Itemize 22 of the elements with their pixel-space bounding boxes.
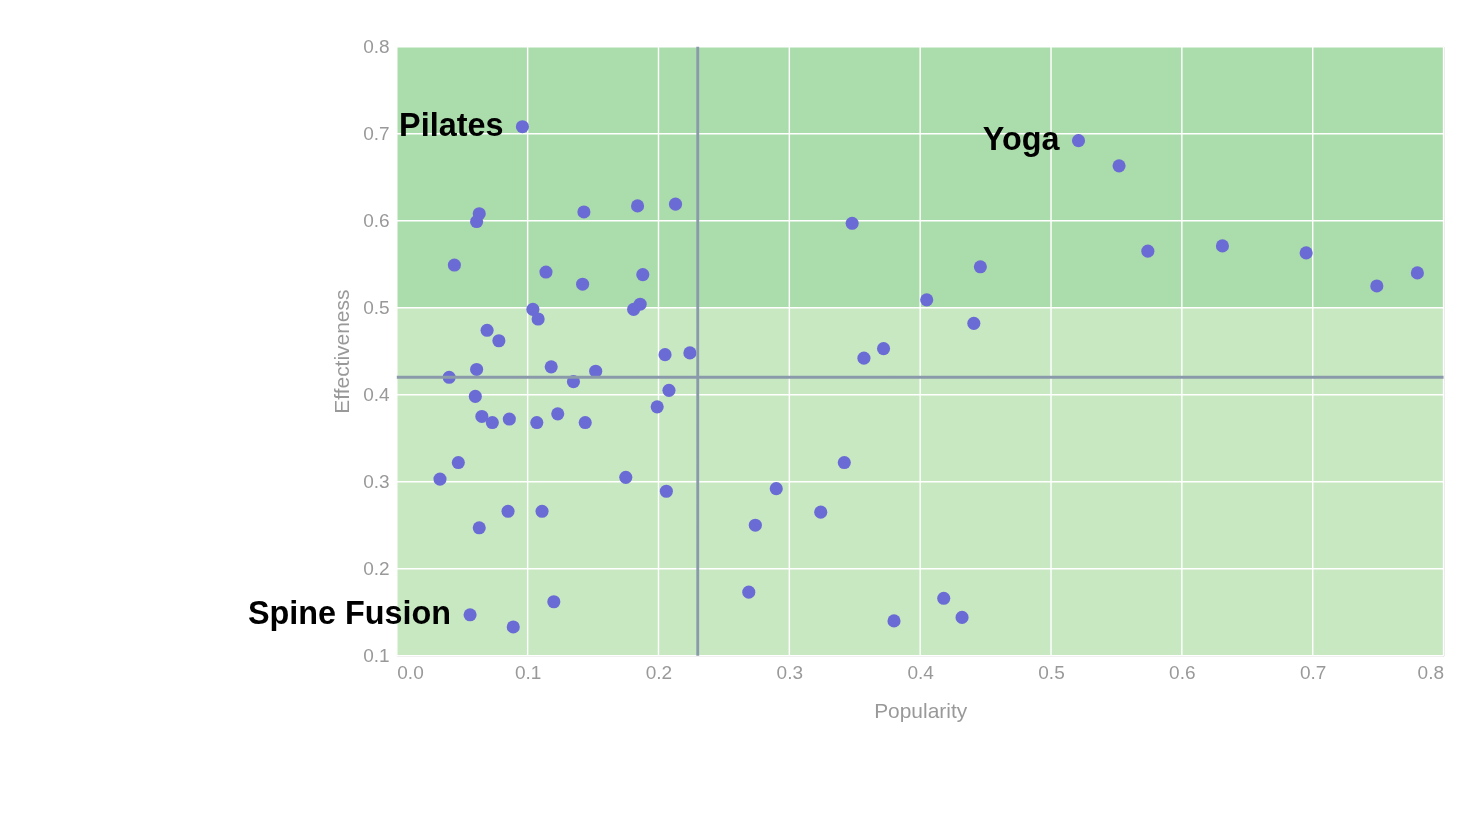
- x-tick-label: 0.7: [1299, 662, 1327, 684]
- x-tick-label: 0.0: [397, 662, 424, 684]
- y-tick-label: 0.5: [363, 296, 390, 318]
- y-tick-label: 0.1: [363, 644, 390, 666]
- x-tick-label: 0.4: [907, 662, 935, 684]
- x-axis-title: Popularity: [874, 699, 968, 723]
- y-tick-label: 0.4: [363, 383, 391, 405]
- y-tick-label: 0.2: [363, 557, 390, 579]
- x-tick-label: 0.2: [645, 662, 673, 684]
- x-tick-label: 0.5: [1038, 662, 1065, 684]
- x-tick-label: 0.6: [1169, 662, 1196, 684]
- x-tick-label: 0.8: [1417, 662, 1445, 684]
- annotation: Pilates: [399, 107, 504, 144]
- y-tick-label: 0.7: [363, 122, 390, 144]
- y-tick-label: 0.3: [363, 470, 390, 492]
- annotation: Spine Fusion: [247, 595, 452, 632]
- annotation: Yoga: [982, 121, 1061, 158]
- x-tick-label: 0.1: [514, 662, 542, 684]
- y-tick-label: 0.8: [363, 35, 390, 57]
- y-axis-title: Effectiveness: [329, 289, 353, 414]
- y-tick-label: 0.6: [363, 209, 390, 231]
- x-tick-label: 0.3: [776, 662, 804, 684]
